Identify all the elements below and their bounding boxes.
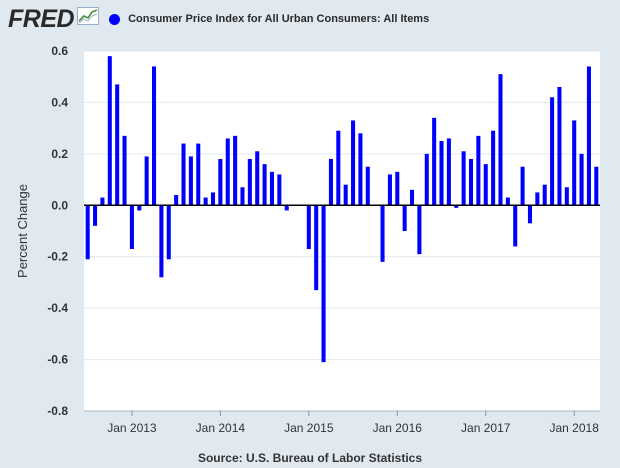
y-tick-label: 0.4	[51, 95, 68, 109]
bar	[461, 151, 466, 206]
bar	[417, 205, 422, 255]
bar	[159, 205, 164, 278]
y-tick-label: -0.8	[47, 404, 68, 418]
bar	[284, 205, 289, 211]
bar	[115, 84, 120, 206]
bar	[454, 205, 459, 208]
bar	[152, 66, 157, 206]
bar	[144, 156, 149, 206]
bar	[269, 171, 274, 206]
line-chart-icon	[77, 6, 100, 30]
bar	[483, 164, 488, 206]
x-tick-label: Jan 2016	[373, 421, 423, 435]
bar	[365, 166, 370, 206]
bar	[336, 130, 341, 206]
y-tick-label: 0.6	[51, 44, 68, 58]
y-tick-label: 0.0	[51, 198, 68, 212]
bar	[218, 159, 223, 206]
bar	[314, 205, 319, 291]
bar	[240, 187, 245, 206]
bar	[498, 74, 503, 206]
x-tick-label: Jan 2017	[461, 421, 511, 435]
bar	[557, 87, 562, 206]
bar	[107, 56, 112, 206]
x-tick-label: Jan 2014	[196, 421, 246, 435]
bar	[432, 117, 437, 206]
y-tick-label: -0.6	[47, 353, 68, 367]
bar	[586, 66, 591, 206]
bar	[196, 143, 201, 206]
bar	[410, 189, 415, 206]
bar	[122, 135, 127, 206]
y-tick-label: -0.2	[47, 250, 68, 264]
bar	[277, 174, 282, 206]
bar	[402, 205, 407, 231]
bar	[262, 164, 267, 206]
y-tick-label: -0.4	[47, 301, 68, 315]
bar	[137, 205, 142, 211]
legend-label: Consumer Price Index for All Urban Consu…	[128, 13, 430, 25]
legend: Consumer Price Index for All Urban Consu…	[109, 13, 429, 25]
bar	[395, 171, 400, 206]
bar	[247, 159, 252, 206]
bar	[306, 205, 311, 249]
bar	[564, 187, 569, 206]
bar	[181, 143, 186, 206]
bar	[358, 133, 363, 206]
bar	[491, 130, 496, 206]
bar	[535, 192, 540, 206]
bar	[527, 205, 532, 224]
y-axis: 0.6 0.4 0.2 0.0 -0.2 -0.4 -0.6 -0.8	[47, 44, 68, 418]
bar	[225, 138, 230, 206]
bar	[328, 159, 333, 206]
bar	[93, 205, 98, 226]
bar	[579, 153, 584, 206]
bar	[255, 151, 260, 206]
x-tick-label: Jan 2018	[550, 421, 600, 435]
bar	[100, 197, 105, 206]
bar	[380, 205, 385, 262]
bar	[594, 166, 599, 206]
bar	[343, 184, 348, 206]
chart-header: FRED Consumer Price Index for All Urban …	[8, 4, 429, 33]
y-tick-label: 0.2	[51, 147, 68, 161]
bar	[166, 205, 171, 260]
bar	[351, 120, 356, 206]
bar	[129, 205, 134, 249]
bar	[203, 197, 208, 206]
bar	[233, 135, 238, 206]
y-axis-label: Percent Change	[15, 184, 30, 278]
x-tick-label: Jan 2013	[107, 421, 157, 435]
bar	[174, 195, 179, 206]
bar	[505, 197, 510, 206]
bar	[387, 174, 392, 206]
bar	[550, 97, 555, 206]
legend-swatch	[109, 13, 121, 25]
bar	[210, 192, 216, 206]
bar	[321, 205, 326, 363]
bar	[476, 135, 481, 206]
bar	[85, 205, 90, 260]
bar	[520, 166, 525, 206]
bar	[542, 184, 547, 206]
fred-logo[interactable]: FRED	[8, 4, 75, 33]
bar	[188, 156, 193, 206]
source-note: Source: U.S. Bureau of Labor Statistics	[197, 451, 423, 465]
bar	[513, 205, 518, 247]
x-tick-label: Jan 2015	[284, 421, 334, 435]
bar-series	[85, 56, 599, 363]
bar	[446, 138, 451, 206]
x-axis: Jan 2013 Jan 2014 Jan 2015 Jan 2016 Jan 2017…	[84, 410, 600, 435]
bar	[572, 120, 577, 206]
bar	[468, 159, 474, 206]
bar	[424, 153, 429, 206]
bar	[439, 141, 444, 206]
